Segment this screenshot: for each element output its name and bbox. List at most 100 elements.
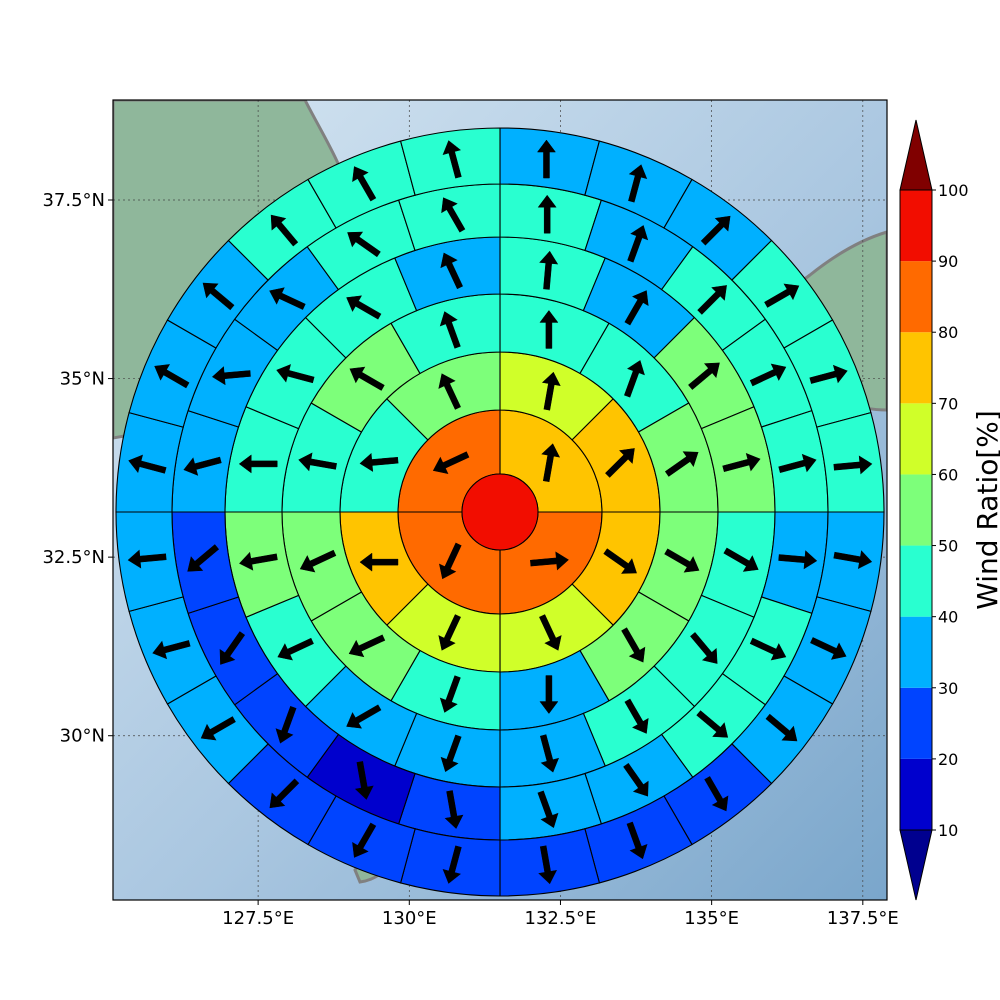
wind-arrow-shape [299, 549, 337, 573]
wind-arrow [541, 443, 561, 483]
wind-arrow [749, 363, 787, 387]
wind-arrow [621, 627, 646, 663]
wind-arrow-shape [628, 164, 648, 203]
x-tick-label: 130°E [382, 908, 437, 929]
wind-arrow-shape [277, 637, 314, 661]
wind-arrow [183, 456, 222, 476]
wind-arrow [627, 225, 649, 263]
wind-arrow [127, 549, 167, 569]
wind-arrow [346, 704, 382, 729]
wind-arrow-shape [440, 252, 463, 290]
wind-arrow-shape [722, 452, 761, 473]
wind-arrow [539, 614, 562, 651]
wind-arrow [833, 455, 873, 475]
colorbar-segment [900, 687, 932, 759]
wind-arrow-shape [704, 776, 729, 812]
y-axis-ticks: 37.5°N 35°N 32.5°N 30°N [42, 190, 113, 747]
wind-arrow [541, 371, 561, 411]
y-tick-label: 32.5°N [42, 547, 105, 568]
wind-arrow-shape [833, 455, 873, 475]
wind-arrow [538, 845, 557, 885]
wind-arrow [439, 675, 461, 713]
colorbar-segment [900, 616, 932, 688]
wind-arrow-shape [347, 231, 381, 258]
colorbar-segment [900, 403, 932, 475]
wind-arrow-shape [700, 215, 731, 246]
wind-arrow [219, 631, 246, 665]
wind-arrow [269, 778, 300, 809]
wind-arrow-shape [442, 140, 462, 179]
wind-arrow-shape [537, 790, 559, 829]
wind-arrow [810, 637, 847, 660]
wind-arrow-shape [539, 734, 560, 773]
wind-arrow-shape [765, 713, 798, 742]
wind-arrow-shape [624, 698, 649, 734]
wind-arrow [536, 139, 556, 179]
wind-arrow-shape [696, 710, 729, 738]
wind-arrow-shape [275, 705, 297, 744]
wind-arrow [704, 776, 729, 812]
wind-arrow [277, 637, 314, 661]
wind-arrow [664, 548, 700, 573]
colorbar-segment [900, 190, 932, 262]
colorbar-segment [900, 332, 932, 404]
wind-arrow [440, 252, 463, 290]
colorbar-tick-label: 60 [938, 465, 958, 484]
wind-arrow-shape [536, 139, 556, 179]
wind-arrow [202, 282, 235, 311]
wind-arrow-shape [432, 451, 470, 474]
wind-arrow-shape [537, 194, 557, 234]
wind-arrow-shape [541, 443, 561, 483]
wind-arrow [359, 452, 399, 472]
wind-arrow [700, 215, 731, 246]
wind-arrow [537, 194, 557, 234]
wind-arrow-shape [810, 637, 847, 660]
colorbar-frame [899, 189, 933, 831]
colorbar-tick-label: 100 [938, 181, 969, 200]
wind-arrow [441, 197, 466, 233]
colorbar-tick-label: 50 [938, 537, 958, 556]
colorbar-segment [900, 261, 932, 333]
wind-arrow-shape [442, 845, 462, 884]
y-tick-label: 37.5°N [42, 190, 105, 211]
wind-arrow [809, 364, 848, 384]
wind-arrow [605, 448, 635, 478]
wind-arrow [239, 551, 278, 571]
wind-arrow [276, 364, 315, 384]
wind-arrows [127, 139, 873, 885]
wind-arrow-shape [154, 364, 190, 389]
wind-arrow [778, 550, 818, 570]
wind-arrow [439, 311, 461, 349]
wind-arrow-shape [624, 360, 645, 398]
wind-arrow-shape [269, 778, 300, 809]
wind-arrow-shape [270, 214, 299, 247]
wind-arrow [539, 734, 560, 773]
colorbar-tick-label: 90 [938, 252, 958, 271]
wind-arrow [624, 360, 645, 398]
wind-arrow-shape [269, 287, 306, 310]
x-axis-ticks: 127.5°E 130°E 132.5°E 135°E 137.5°E [222, 900, 899, 929]
wind-arrow-shape [764, 283, 800, 308]
wind-arrow [200, 716, 236, 741]
wind-arrow-shape [439, 675, 461, 713]
wind-arrow-shape [539, 250, 559, 290]
wind-arrow [439, 542, 462, 580]
wind-arrow-shape [438, 614, 461, 651]
colorbar-under-triangle [899, 829, 933, 901]
wind-arrow-shape [352, 166, 377, 202]
wind-arrow [438, 614, 461, 651]
wind-arrow [530, 551, 569, 571]
wind-arrow [432, 451, 470, 474]
wind-arrow-shape [778, 550, 818, 570]
wind-arrow-shape [276, 364, 315, 384]
wind-arrow-shape [539, 310, 559, 349]
wind-arrow-shape [688, 362, 720, 390]
wind-arrow [723, 547, 759, 572]
wind-arrow [212, 366, 251, 386]
wind-arrow [352, 822, 377, 858]
wind-arrow-shape [664, 548, 700, 573]
x-tick-label: 132.5°E [525, 908, 597, 929]
wind-arrow [154, 364, 190, 389]
colorbar-segment [900, 758, 932, 830]
wind-arrow-shape [603, 548, 637, 574]
